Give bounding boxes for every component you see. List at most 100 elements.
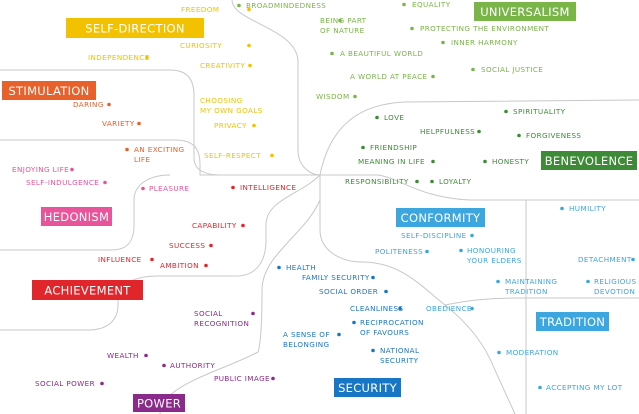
value-label-line: YOUR ELDERS bbox=[466, 256, 522, 265]
value-label-line: SPIRITUALITY bbox=[513, 107, 566, 116]
value-label: AUTHORITY bbox=[170, 361, 215, 370]
divider bbox=[319, 99, 639, 176]
value-label: CAPABILITY bbox=[192, 221, 237, 230]
value-label-line: OF FAVOURS bbox=[360, 328, 409, 337]
value-label-line: SELF-RESPECT bbox=[204, 151, 261, 160]
value-dot bbox=[431, 74, 435, 79]
value-label: CLEANLINESS bbox=[350, 304, 403, 313]
value-label-line: INTELLIGENCE bbox=[240, 183, 296, 192]
value-label-line: HELPFULNESS bbox=[420, 127, 475, 136]
value-label-line: HONESTY bbox=[492, 157, 529, 166]
category-box bbox=[541, 151, 637, 170]
value-label-line: WEALTH bbox=[107, 351, 139, 360]
value-group: HEDONISM ENJOYING LIFE SELF-INDULGENCE PLEA… bbox=[12, 165, 189, 226]
value-dot bbox=[371, 348, 375, 353]
value-label: A WORLD AT PEACE bbox=[350, 72, 428, 81]
divider bbox=[320, 174, 639, 201]
value-label-line: FREEDOM bbox=[181, 5, 219, 14]
value-dot bbox=[137, 121, 141, 126]
category-box bbox=[334, 378, 401, 397]
value-label-line: BELONGING bbox=[283, 340, 330, 349]
value-label: SELF-RESPECT bbox=[204, 151, 261, 160]
value-label: INTELLIGENCE bbox=[240, 183, 296, 192]
value-label: HONESTY bbox=[492, 157, 529, 166]
value-label-line: TRADITION bbox=[504, 287, 548, 296]
value-label-line: BROADMINDEDNESS bbox=[246, 1, 326, 10]
value-label-line: RECOGNITION bbox=[194, 319, 249, 328]
value-label-line: PRIVACY bbox=[214, 121, 247, 130]
value-dot bbox=[631, 257, 635, 262]
value-label-line: LIFE bbox=[134, 155, 150, 164]
value-label: SOCIAL JUSTICE bbox=[481, 65, 543, 74]
value-label: A BEAUTIFUL WORLD bbox=[340, 49, 423, 58]
value-dot bbox=[477, 129, 481, 134]
value-dot bbox=[150, 257, 154, 262]
value-label-line: CHOOSING bbox=[200, 96, 243, 105]
category-title: SELF-DIRECTION bbox=[85, 22, 185, 36]
value-label: PUBLIC IMAGE bbox=[214, 374, 270, 383]
category-box bbox=[32, 280, 143, 300]
value-label-line: MEANING IN LIFE bbox=[358, 157, 425, 166]
value-label: INFLUENCE bbox=[98, 255, 142, 264]
value-dot bbox=[231, 185, 235, 190]
value-label: RECIPROCATION OF FAVOURS bbox=[360, 318, 424, 337]
value-dot bbox=[338, 18, 342, 23]
value-label: BROADMINDEDNESS bbox=[246, 1, 326, 10]
value-label-line: MAINTAINING bbox=[505, 277, 557, 286]
value-dot bbox=[103, 180, 107, 185]
value-dot bbox=[353, 94, 357, 99]
value-dot bbox=[459, 248, 463, 253]
value-label-line: NATIONAL bbox=[380, 346, 419, 355]
value-dot bbox=[361, 145, 365, 150]
value-label: WEALTH bbox=[107, 351, 139, 360]
divider bbox=[231, 0, 321, 176]
value-label: DETACHMENT bbox=[578, 255, 632, 264]
value-label-line: HEALTH bbox=[286, 263, 316, 272]
value-dot bbox=[241, 223, 245, 228]
value-label-line: MY OWN GOALS bbox=[200, 106, 263, 115]
value-label: AMBITION bbox=[160, 261, 199, 270]
value-label: PLEASURE bbox=[149, 184, 189, 193]
value-label: FRIENDSHIP bbox=[370, 143, 417, 152]
value-dot bbox=[125, 147, 129, 152]
divider bbox=[0, 139, 320, 176]
value-dot bbox=[248, 63, 252, 68]
category-title: ACHIEVEMENT bbox=[44, 284, 131, 298]
value-dot bbox=[251, 311, 255, 316]
value-dot bbox=[375, 115, 379, 120]
value-label: MODERATION bbox=[506, 348, 559, 357]
value-label: WISDOM bbox=[316, 92, 350, 101]
value-label-line: SOCIAL POWER bbox=[35, 379, 95, 388]
value-label: MAINTAINING TRADITION bbox=[504, 277, 557, 296]
value-label: RESPONSIBILITY bbox=[345, 177, 409, 186]
value-dot bbox=[141, 186, 145, 191]
value-label-line: OBEDIENCE bbox=[426, 304, 472, 313]
value-group: SELF-DIRECTION FREEDOM CURIOSITY INDEPENDEN… bbox=[66, 5, 274, 160]
value-dot bbox=[398, 306, 402, 311]
value-label-line: INNER HARMONY bbox=[451, 38, 518, 47]
value-label: SOCIAL ORDER bbox=[319, 287, 378, 296]
value-label: NATIONAL SECURITY bbox=[380, 346, 419, 365]
value-dot bbox=[204, 263, 208, 268]
value-dot bbox=[497, 350, 501, 355]
value-label-line: PLEASURE bbox=[149, 184, 189, 193]
value-dot bbox=[471, 67, 475, 72]
value-dot bbox=[470, 233, 474, 238]
category-box bbox=[396, 208, 485, 227]
value-dot bbox=[100, 381, 104, 386]
category-box bbox=[474, 2, 576, 21]
value-dot bbox=[252, 123, 256, 128]
value-label-line: VARIETY bbox=[102, 119, 135, 128]
value-label-line: ACCEPTING MY LOT bbox=[546, 383, 623, 392]
value-label-line: SELF-DISCIPLINE bbox=[401, 231, 467, 240]
value-label-line: CLEANLINESS bbox=[350, 304, 403, 313]
category-title: CONFORMITY bbox=[401, 211, 481, 225]
value-label: CHOOSING MY OWN GOALS bbox=[200, 96, 263, 115]
value-label-line: DETACHMENT bbox=[578, 255, 632, 264]
value-label-line: RESPONSIBILITY bbox=[345, 177, 409, 186]
value-dot bbox=[470, 306, 474, 311]
value-label-line: SOCIAL JUSTICE bbox=[481, 65, 543, 74]
